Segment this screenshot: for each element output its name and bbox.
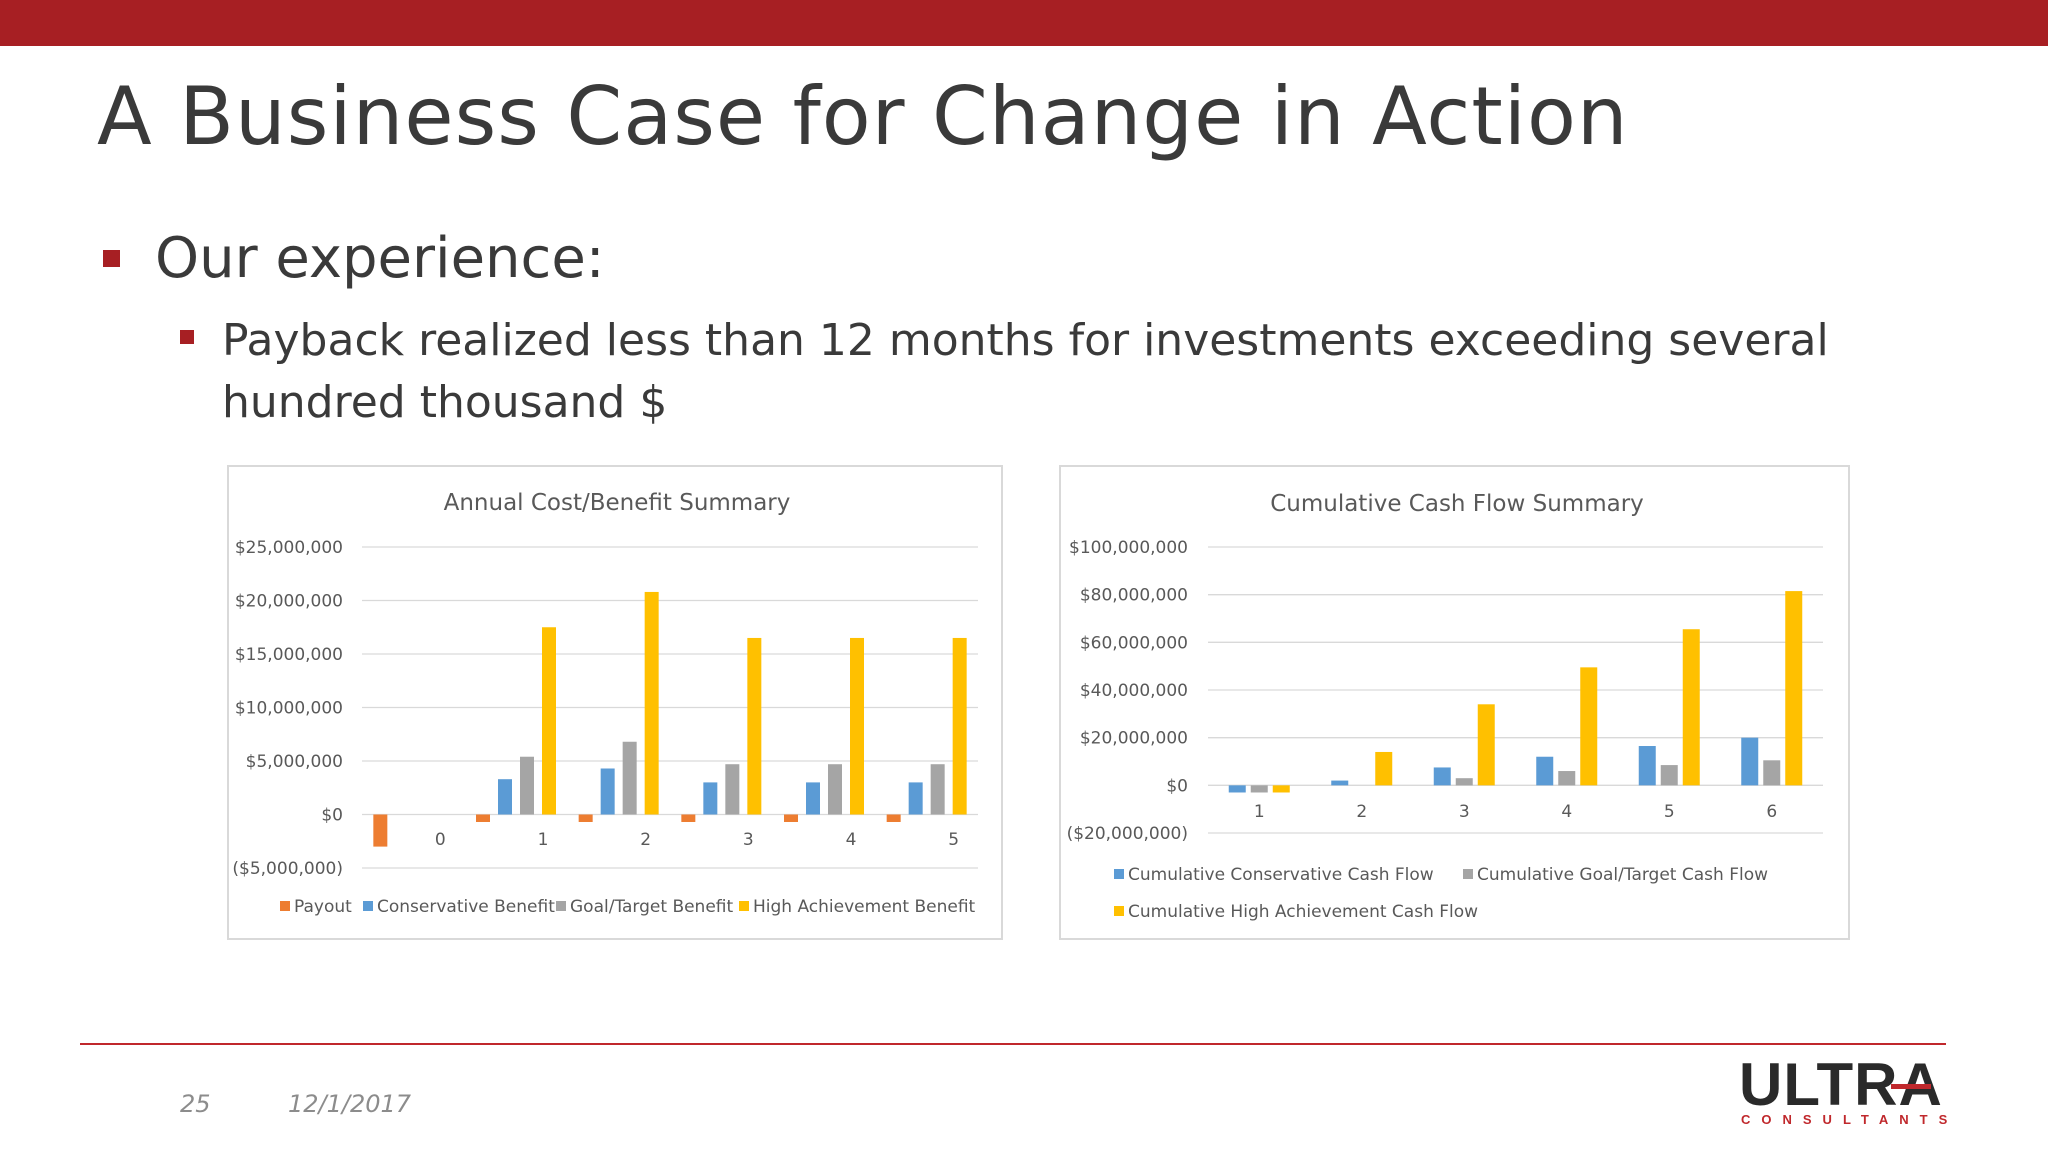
x-tick-label: 1 [538, 830, 549, 850]
legend-swatch [363, 901, 373, 911]
bar-high [1785, 591, 1803, 786]
bullet-square-icon [180, 330, 194, 344]
bar-conservative [1331, 780, 1349, 786]
legend-swatch [280, 901, 290, 911]
bar-conservative [908, 782, 923, 815]
bar-goal [1250, 785, 1268, 793]
y-tick-label: $5,000,000 [246, 752, 343, 772]
chart-svg: Cumulative Cash Flow Summary $100,000,000… [1067, 491, 1823, 922]
bar-payout [886, 814, 901, 822]
bar-high [1580, 667, 1598, 786]
bar-goal [930, 764, 945, 815]
legend-label: Goal/Target Benefit [570, 897, 734, 917]
bar-payout [784, 814, 798, 822]
bar-goal [1558, 771, 1576, 786]
y-tick-label: $80,000,000 [1080, 586, 1188, 606]
y-tick-label: ($5,000,000) [232, 859, 343, 879]
bullet-text: Our experience: [155, 226, 605, 291]
y-tick-label: $20,000,000 [235, 592, 343, 612]
bar-goal [1660, 765, 1678, 786]
legend-swatch [1114, 906, 1124, 916]
logo-subtitle: CONSULTANTS [1741, 1112, 1959, 1127]
bar-goal [622, 741, 637, 815]
bar-high [1682, 629, 1700, 786]
legend-swatch [1114, 869, 1124, 879]
x-tick-label: 4 [1561, 802, 1572, 822]
x-tick-label: 2 [1356, 802, 1367, 822]
x-tick-label: 5 [1664, 802, 1675, 822]
x-tick-label: 0 [435, 830, 446, 850]
x-tick-label: 2 [640, 830, 651, 850]
y-tick-label: $20,000,000 [1080, 729, 1188, 749]
y-tick-label: ($20,000,000) [1067, 824, 1188, 844]
y-tick-label: $0 [1166, 776, 1188, 796]
bar-payout [681, 814, 696, 822]
bar-conservative [1433, 767, 1451, 786]
footer-divider [80, 1043, 1946, 1045]
bar-goal [520, 756, 534, 815]
bar-high [1477, 704, 1495, 786]
bullet-square-icon [103, 250, 120, 267]
slide-title: A Business Case for Change in Action [97, 70, 1629, 163]
bar-high [952, 637, 967, 815]
chart-svg: Annual Cost/Benefit Summary $25,000,000 $2… [232, 490, 978, 917]
legend-label: Cumulative High Achievement Cash Flow [1128, 902, 1478, 922]
ultra-consultants-logo: ULTRA CONSULTANTS [1735, 1050, 1947, 1130]
legend-label: Conservative Benefit [377, 897, 555, 917]
y-tick-label: $40,000,000 [1080, 681, 1188, 701]
y-tick-label: $25,000,000 [235, 538, 343, 558]
x-tick-label: 5 [948, 830, 959, 850]
annual-cost-benefit-chart: Annual Cost/Benefit Summary $25,000,000 $2… [227, 465, 1003, 940]
y-tick-label: $0 [321, 806, 343, 826]
bar-goal [1763, 760, 1781, 786]
y-tick-label: $100,000,000 [1069, 538, 1188, 558]
bar-conservative [1536, 756, 1554, 786]
bar-conservative [806, 782, 820, 815]
bullet-level-1: Our experience: [103, 226, 605, 291]
bar-conservative [1228, 785, 1246, 793]
x-tick-label: 3 [743, 830, 754, 850]
legend-swatch [739, 901, 749, 911]
bar-high [747, 637, 762, 815]
bar-conservative [1741, 737, 1759, 786]
y-tick-label: $15,000,000 [235, 645, 343, 665]
logo-accent [1891, 1084, 1931, 1089]
x-tick-label: 4 [846, 830, 857, 850]
bar-payout [373, 814, 388, 847]
bar-goal [1455, 778, 1473, 786]
legend-label: Payout [294, 897, 352, 917]
bullet-text: Payback realized less than 12 months for… [222, 315, 1829, 428]
legend-label: High Achievement Benefit [753, 897, 976, 917]
bar-payout [476, 814, 490, 822]
bar-high [542, 627, 556, 815]
bullet-level-2: Payback realized less than 12 months for… [180, 310, 1900, 434]
bar-goal [725, 764, 740, 815]
cumulative-cash-flow-chart: Cumulative Cash Flow Summary $100,000,000… [1059, 465, 1850, 940]
bar-conservative [498, 779, 512, 815]
legend-swatch [1463, 869, 1473, 879]
chart-title: Cumulative Cash Flow Summary [1270, 491, 1644, 517]
bar-goal [828, 764, 842, 815]
bar-high [850, 637, 864, 815]
legend-label: Cumulative Conservative Cash Flow [1128, 865, 1434, 885]
x-tick-label: 3 [1459, 802, 1470, 822]
y-tick-label: $10,000,000 [235, 699, 343, 719]
bar-conservative [703, 782, 718, 815]
bar-high [644, 591, 659, 815]
bar-conservative [600, 768, 615, 815]
x-tick-label: 6 [1766, 802, 1777, 822]
chart-title: Annual Cost/Benefit Summary [444, 490, 791, 516]
bar-conservative [1638, 746, 1656, 786]
header-bar [0, 0, 2048, 46]
slide-date: 12/1/2017 [288, 1090, 412, 1118]
bar-high [1272, 785, 1290, 793]
bar-high [1375, 751, 1393, 786]
legend-label: Cumulative Goal/Target Cash Flow [1477, 865, 1768, 885]
page-number: 25 [180, 1090, 211, 1118]
bar-payout [578, 814, 593, 822]
y-tick-label: $60,000,000 [1080, 633, 1188, 653]
x-tick-label: 1 [1254, 802, 1265, 822]
legend-swatch [556, 901, 566, 911]
